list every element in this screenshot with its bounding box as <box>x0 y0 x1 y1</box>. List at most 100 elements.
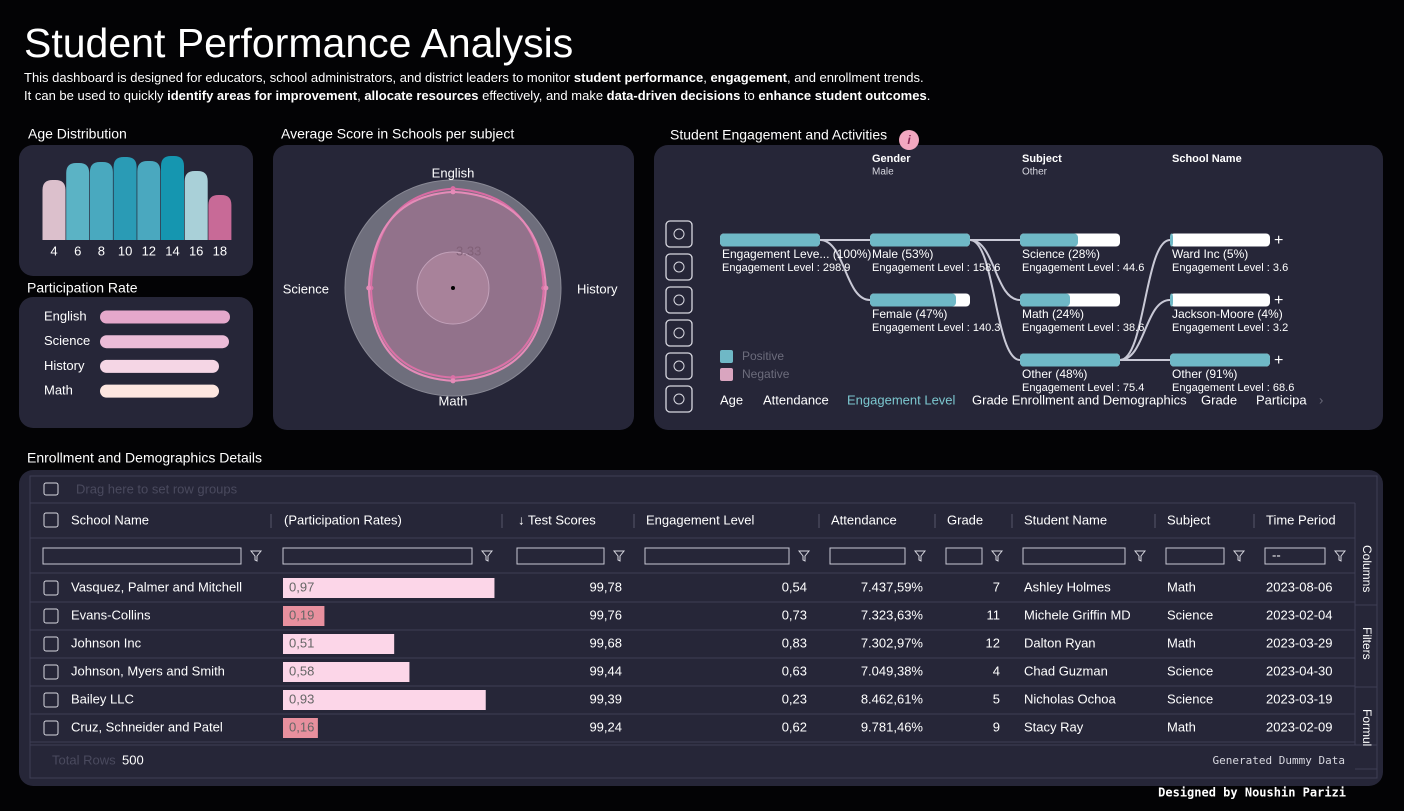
description-text: data-driven decisions <box>607 88 741 103</box>
checkbox[interactable] <box>43 720 59 736</box>
expand-icon[interactable]: + <box>1274 232 1283 249</box>
description-line: It can be used to quickly identify areas… <box>24 88 930 103</box>
filter-icon[interactable] <box>990 550 1004 562</box>
cell: 4 <box>993 663 1000 678</box>
checkbox[interactable] <box>43 692 59 708</box>
column-header[interactable]: Subject <box>1167 512 1211 527</box>
cell: 2023-04-30 <box>1266 663 1333 678</box>
filter-input[interactable] <box>1264 547 1326 565</box>
filter-input[interactable] <box>42 547 242 565</box>
group-icon <box>43 482 59 496</box>
description-text: , <box>703 70 710 85</box>
participation-label: 0,58 <box>289 663 314 678</box>
column-header[interactable]: Attendance <box>831 512 897 527</box>
node-label: Science (28%) <box>1022 247 1100 261</box>
column-header[interactable]: Time Period <box>1266 512 1336 527</box>
filter-icon[interactable] <box>612 550 626 562</box>
expand-icon[interactable]: + <box>1274 352 1283 369</box>
cell: 99,44 <box>589 663 622 678</box>
level-header: School Name <box>1172 153 1242 165</box>
column-header[interactable]: (Participation Rates) <box>284 512 402 527</box>
filter-icon[interactable] <box>249 550 263 562</box>
node-track[interactable] <box>1170 233 1270 247</box>
tool-button[interactable] <box>665 319 693 347</box>
level-header: Subject <box>1022 153 1062 165</box>
cell: Ashley Holmes <box>1024 579 1111 594</box>
filter-icon[interactable] <box>1333 550 1347 562</box>
node-detail: Engagement Level : 140.3 <box>872 322 1000 334</box>
x-tick-label: 12 <box>142 243 156 258</box>
tab[interactable]: Engagement Level <box>847 392 956 407</box>
column-header[interactable]: Grade <box>947 512 983 527</box>
flow-link <box>969 239 1021 301</box>
description-text: student performance <box>574 70 703 85</box>
tool-button[interactable] <box>665 286 693 314</box>
info-icon[interactable] <box>899 130 919 150</box>
node-track[interactable] <box>1170 293 1270 307</box>
filter-input[interactable] <box>1165 547 1225 565</box>
tab[interactable]: Participa <box>1256 392 1307 407</box>
description-text: enhance student outcomes <box>758 88 926 103</box>
filter-input[interactable] <box>644 547 790 565</box>
cell: 0,83 <box>782 635 807 650</box>
tool-button[interactable] <box>665 253 693 281</box>
filter-input[interactable] <box>829 547 906 565</box>
filter-icon[interactable] <box>1232 550 1246 562</box>
tab[interactable]: Attendance <box>763 392 829 407</box>
node-detail: Engagement Level : 68.6 <box>1172 382 1294 394</box>
checkbox[interactable] <box>43 608 59 624</box>
checkbox[interactable] <box>43 636 59 652</box>
side-tab[interactable]: Columns <box>1360 545 1374 592</box>
side-tab[interactable]: Formul <box>1360 709 1374 746</box>
tab-scroll[interactable]: › <box>1319 392 1323 407</box>
column-header[interactable]: ↓ Test Scores <box>518 512 596 527</box>
description-text: allocate resources <box>364 88 478 103</box>
category-label: History <box>44 358 85 373</box>
expand-icon[interactable]: + <box>1274 292 1283 309</box>
x-tick-label: 16 <box>189 243 203 258</box>
filter-icon[interactable] <box>480 550 494 562</box>
filter-input[interactable] <box>945 547 983 565</box>
cell: Michele Griffin MD <box>1024 607 1131 622</box>
filter-icon[interactable] <box>797 550 811 562</box>
radar-point <box>366 285 372 291</box>
bar <box>100 359 219 373</box>
filter-input[interactable] <box>282 547 473 565</box>
column-header[interactable]: Student Name <box>1024 512 1107 527</box>
tool-button[interactable] <box>665 220 693 248</box>
node-label: Ward Inc (5%) <box>1172 247 1248 261</box>
checkbox[interactable] <box>43 580 59 596</box>
cell: 99,78 <box>589 579 622 594</box>
tab[interactable]: Grade <box>1201 392 1237 407</box>
description-line: This dashboard is designed for educators… <box>24 70 924 85</box>
bar <box>113 157 137 240</box>
column-header[interactable]: School Name <box>71 512 149 527</box>
side-tab[interactable]: Filters <box>1360 627 1374 660</box>
r-tick-label: 3.33 <box>456 243 481 258</box>
tool-button[interactable] <box>665 352 693 380</box>
tab[interactable]: Age <box>720 392 743 407</box>
filter-input[interactable] <box>1022 547 1126 565</box>
row-group-hint: Drag here to set row groups <box>76 481 238 496</box>
tool-button[interactable] <box>665 385 693 413</box>
checkbox[interactable] <box>43 664 59 680</box>
checkbox[interactable] <box>43 512 59 528</box>
filter-icon[interactable] <box>913 550 927 562</box>
cell: 2023-02-09 <box>1266 719 1333 734</box>
cell: Math <box>1167 719 1196 734</box>
flow-link <box>969 239 1021 361</box>
cell: Math <box>1167 635 1196 650</box>
cell: 99,24 <box>589 719 622 734</box>
tab[interactable]: Grade Enrollment and Demographics <box>972 392 1187 407</box>
description-text: to <box>740 88 758 103</box>
node-detail: Engagement Level : 44.6 <box>1022 262 1144 274</box>
cell: 2023-03-29 <box>1266 635 1333 650</box>
filter-input[interactable] <box>516 547 605 565</box>
bar <box>89 162 113 240</box>
filter-icon[interactable] <box>1133 550 1147 562</box>
participation-label: 0,93 <box>289 691 314 706</box>
section-title: Enrollment and Demographics Details <box>27 450 262 466</box>
node-detail: Engagement Level : 3.6 <box>1172 262 1288 274</box>
column-header[interactable]: Engagement Level <box>646 512 755 527</box>
